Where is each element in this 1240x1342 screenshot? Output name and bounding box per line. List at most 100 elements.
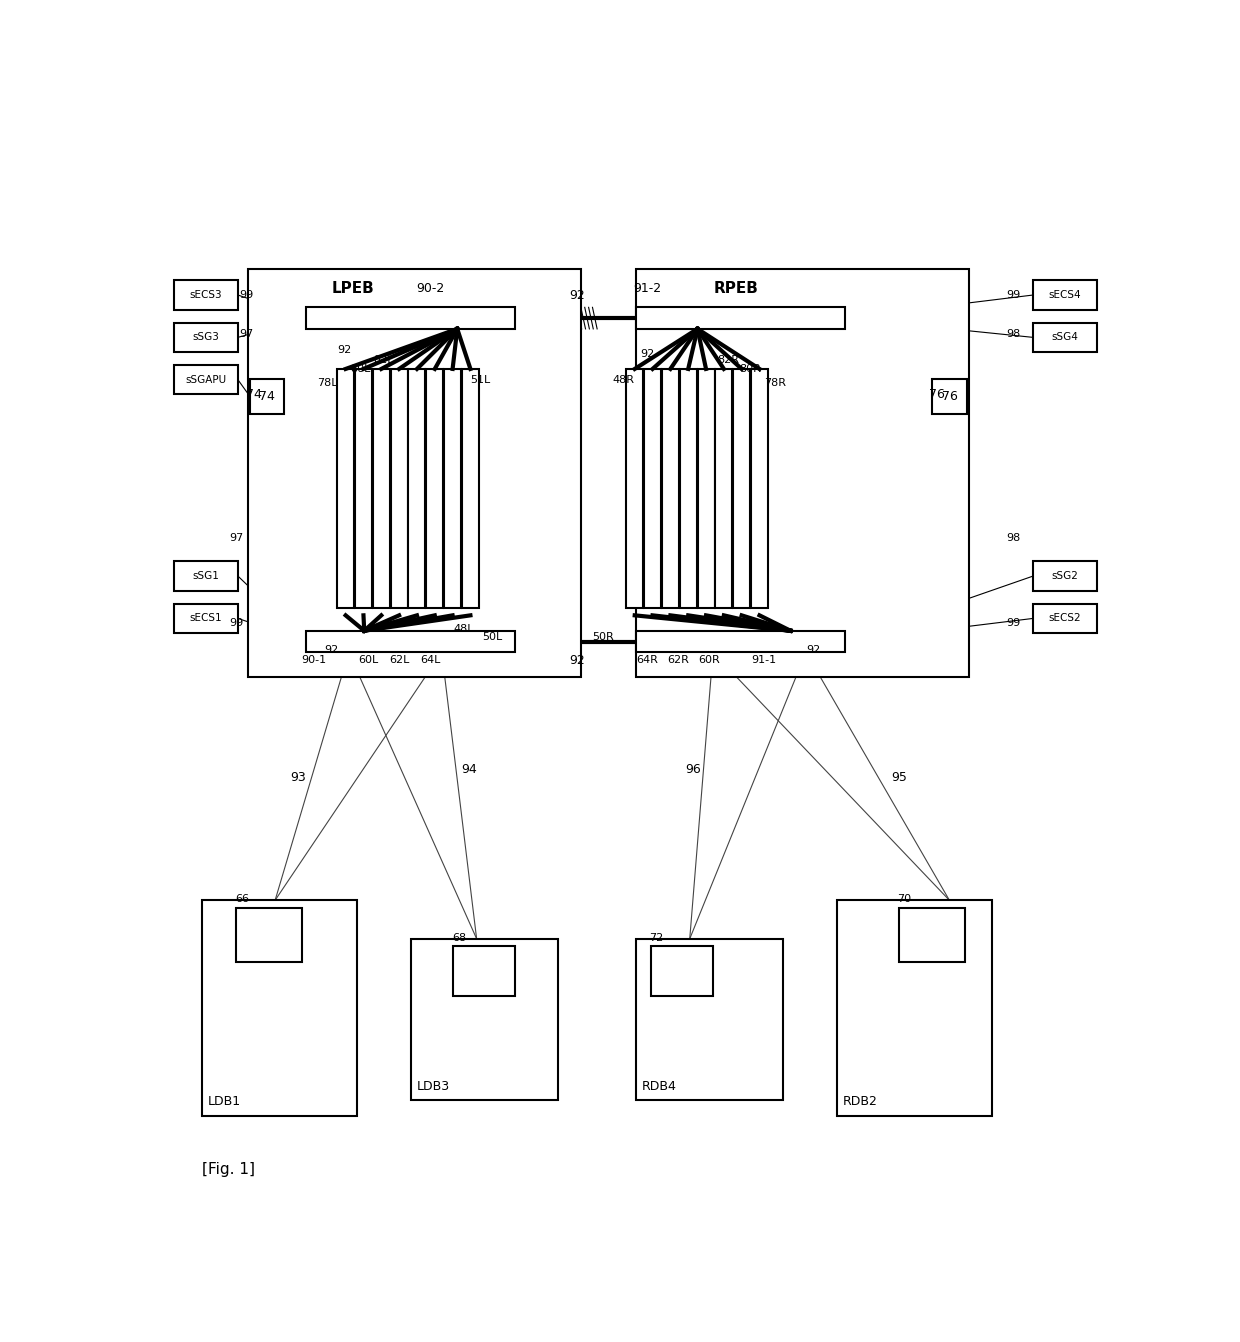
Text: 97: 97 (229, 533, 243, 544)
Text: sECS4: sECS4 (1049, 290, 1081, 301)
Text: RDB2: RDB2 (843, 1095, 878, 1108)
Text: RPEB: RPEB (714, 280, 759, 295)
Bar (697, 369, 714, 608)
Bar (635, 268, 968, 676)
Bar (444, 369, 461, 608)
Bar (837, 900, 992, 1115)
Text: 92: 92 (337, 345, 352, 354)
Text: 62L: 62L (389, 655, 409, 666)
Text: 62R: 62R (667, 655, 689, 666)
Text: 92: 92 (325, 646, 339, 655)
Text: 51L: 51L (470, 376, 491, 385)
Text: RDB4: RDB4 (642, 1080, 677, 1092)
Bar (248, 268, 582, 676)
Bar (635, 631, 844, 652)
Text: 90-2: 90-2 (415, 282, 444, 295)
Text: 76: 76 (942, 389, 957, 403)
Text: [Fig. 1]: [Fig. 1] (201, 1162, 254, 1177)
Text: LDB1: LDB1 (207, 1095, 241, 1108)
Text: 99: 99 (1007, 290, 1021, 301)
Bar (175, 365, 238, 395)
Bar (1033, 561, 1096, 590)
Text: 98: 98 (1007, 533, 1021, 544)
Text: 95: 95 (892, 770, 906, 784)
Text: sECS2: sECS2 (1049, 613, 1081, 624)
Text: 92: 92 (569, 654, 585, 667)
Text: 76: 76 (929, 388, 945, 401)
Bar (427, 369, 444, 608)
Text: 92: 92 (640, 349, 655, 358)
Bar (635, 307, 844, 329)
Text: 60R: 60R (698, 655, 720, 666)
Bar (249, 378, 284, 413)
Text: 91-2: 91-2 (634, 282, 661, 295)
Text: 60L: 60L (358, 655, 378, 666)
Text: 64L: 64L (420, 655, 440, 666)
Bar (899, 909, 965, 962)
Text: sSG1: sSG1 (192, 572, 219, 581)
Text: 50R: 50R (591, 632, 614, 641)
Bar (175, 604, 238, 633)
Text: 64R: 64R (636, 655, 658, 666)
Bar (373, 369, 389, 608)
Text: 98: 98 (1007, 329, 1021, 340)
Text: 78R: 78R (764, 378, 786, 388)
Text: 91-1: 91-1 (750, 655, 776, 666)
Bar (237, 909, 303, 962)
Bar (651, 946, 713, 997)
Bar (175, 280, 238, 310)
Bar (306, 307, 516, 329)
Text: sSGAPU: sSGAPU (186, 374, 227, 385)
Text: LPEB: LPEB (331, 280, 374, 295)
Text: LDB3: LDB3 (417, 1080, 450, 1092)
Bar (751, 369, 768, 608)
Text: 82L: 82L (373, 354, 394, 365)
Bar (1033, 280, 1096, 310)
Text: 99: 99 (239, 290, 253, 301)
Text: 80R: 80R (739, 364, 761, 374)
Text: sECS3: sECS3 (190, 290, 222, 301)
Text: 78L: 78L (316, 378, 337, 388)
Bar (626, 369, 644, 608)
Bar (715, 369, 733, 608)
Text: 96: 96 (686, 762, 702, 776)
Text: 70: 70 (898, 894, 911, 905)
Text: 68: 68 (451, 933, 466, 942)
Text: 48R: 48R (613, 376, 635, 385)
Bar (337, 369, 355, 608)
Text: 48L: 48L (453, 624, 474, 635)
Bar (680, 369, 697, 608)
Text: 92: 92 (807, 646, 821, 655)
Text: 80L: 80L (350, 364, 371, 374)
Text: 74: 74 (259, 389, 275, 403)
Text: 82R: 82R (718, 354, 739, 365)
Text: 74: 74 (247, 388, 262, 401)
Text: 66: 66 (234, 894, 249, 905)
Bar (635, 939, 782, 1100)
Bar (733, 369, 750, 608)
Bar (1033, 604, 1096, 633)
Bar (175, 561, 238, 590)
Bar (306, 631, 516, 652)
Text: 99: 99 (1007, 619, 1021, 628)
Text: 72: 72 (650, 933, 663, 942)
Text: 92: 92 (569, 290, 585, 302)
Text: 50L: 50L (482, 632, 502, 641)
Bar (662, 369, 680, 608)
Bar (644, 369, 661, 608)
Bar (175, 322, 238, 352)
Text: 93: 93 (290, 770, 306, 784)
Bar (408, 369, 425, 608)
Text: 99: 99 (229, 619, 243, 628)
Text: sSG3: sSG3 (192, 333, 219, 342)
Bar (410, 939, 558, 1100)
Bar (1033, 322, 1096, 352)
Bar (391, 369, 408, 608)
Text: 97: 97 (239, 329, 253, 340)
Text: sSG4: sSG4 (1052, 333, 1079, 342)
Text: 94: 94 (461, 762, 476, 776)
Bar (355, 369, 372, 608)
Bar (454, 946, 516, 997)
Bar (463, 369, 479, 608)
Bar (932, 378, 967, 413)
